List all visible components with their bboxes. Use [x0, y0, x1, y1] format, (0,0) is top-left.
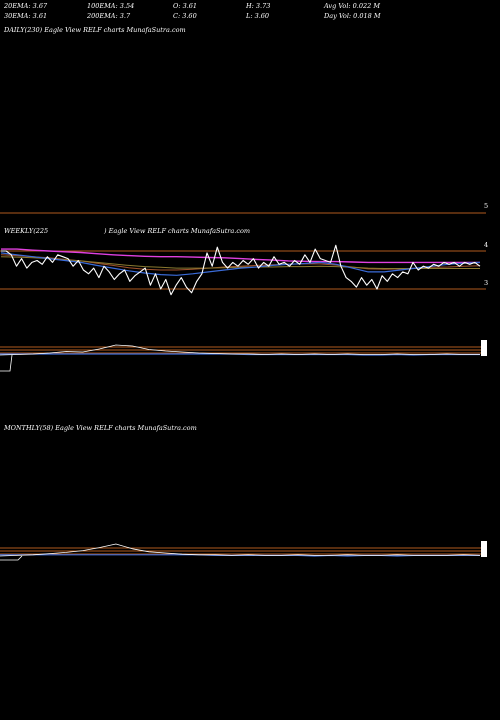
weekly-ema-magenta-line: [1, 248, 480, 264]
avg-vol-readout: Avg Vol: 0.022 M: [324, 2, 381, 10]
monthly-white-line: [0, 543, 481, 557]
monthly-start-stub: [0, 555, 23, 561]
monthly-panel-title: MONTHLY(58) Eagle View RELF charts Munaf…: [4, 424, 197, 432]
weekly-panel-title-suffix: ) Eagle View RELF charts MunafaSutra.com: [103, 227, 250, 235]
open-readout: O: 3.61: [173, 2, 198, 10]
weekly-price-line: [1, 244, 481, 296]
weekly-strip-tick-labels: [481, 340, 487, 356]
weekly-strip-label-block: [481, 340, 487, 356]
high-readout: H: 3.73: [246, 2, 271, 10]
ema200-readout: 200EMA: 3.7: [87, 12, 131, 20]
ema100-readout: 100EMA: 3.54: [87, 2, 135, 10]
indicator-row-2: 30EMA: 3.61 200EMA: 3.7 C: 3.60 L: 3.60 …: [4, 11, 496, 21]
monthly-series-group: [0, 543, 481, 561]
low-readout: L: 3.60: [246, 12, 270, 20]
ema30-readout: 30EMA: 3.61: [4, 12, 48, 20]
indicator-row-1: 20EMA: 3.67 100EMA: 3.54 O: 3.61 H: 3.73…: [4, 1, 496, 11]
ema20-readout: 20EMA: 3.67: [4, 2, 48, 10]
monthly-tick-labels: [481, 541, 487, 557]
weekly-ema-olive-line: [0, 256, 480, 269]
weekly-strip-series-group: [0, 344, 480, 372]
monthly-label-block: [481, 541, 487, 557]
weekly-price-label-4: 4: [484, 241, 488, 249]
weekly-series-group: [0, 244, 481, 296]
weekly-panel-title: WEEKLY(225: [4, 227, 48, 235]
close-readout: C: 3.60: [173, 12, 197, 20]
weekly-strip-start-stub: [0, 354, 13, 372]
weekly-price-label-5: 5: [484, 202, 488, 210]
day-vol-readout: Day Vol: 0.018 M: [324, 12, 381, 20]
indicator-header: 20EMA: 3.67 100EMA: 3.54 O: 3.61 H: 3.73…: [4, 1, 496, 21]
weekly-ema-blue-line: [0, 252, 481, 276]
daily-panel-title: DAILY(230) Eagle View RELF charts Munafa…: [4, 26, 186, 34]
weekly-price-label-3: 3: [484, 279, 488, 287]
weekly-strip-white-line: [0, 344, 480, 356]
